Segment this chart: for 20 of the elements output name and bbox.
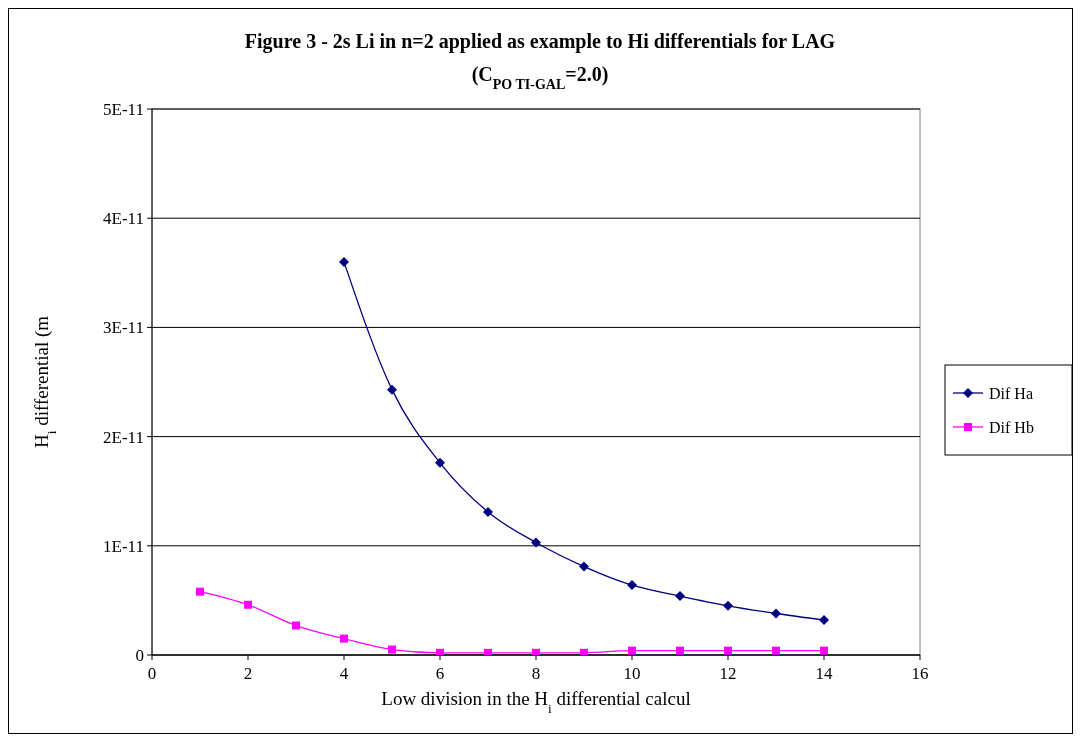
legend-label: Dif Hb <box>989 418 1034 436</box>
x-tick-label: 2 <box>243 664 253 683</box>
legend-label: Dif Ha <box>989 384 1033 402</box>
y-tick-label: 1E-11 <box>103 536 144 556</box>
x-tick-label: 0 <box>147 664 157 683</box>
chart-subtitle: (C$_{PO TI-GAL}$=2.0) <box>471 63 609 92</box>
y-tick-label: 0 <box>135 645 144 665</box>
y-tick-label: 3E-11 <box>103 318 144 338</box>
y-tick-label: 5E-11 <box>103 99 144 119</box>
x-tick-label: 6 <box>435 664 445 683</box>
x-tick-label: 4 <box>339 664 349 683</box>
x-axis-title: Low division in the H$_{i}$ differential calcul <box>381 688 691 716</box>
y-tick-label: 2E-11 <box>103 427 144 447</box>
x-tick-label: 12 <box>719 664 737 683</box>
x-tick-label: 16 <box>911 664 929 683</box>
x-tick-label: 8 <box>531 664 541 683</box>
chart-title: Figure 3 - 2s Li in n=2 applied as example to Hi differentials for LAG <box>244 30 836 53</box>
x-tick-label: 10 <box>623 664 641 683</box>
y-tick-label: 4E-11 <box>103 209 144 229</box>
x-tick-label: 14 <box>815 664 833 683</box>
